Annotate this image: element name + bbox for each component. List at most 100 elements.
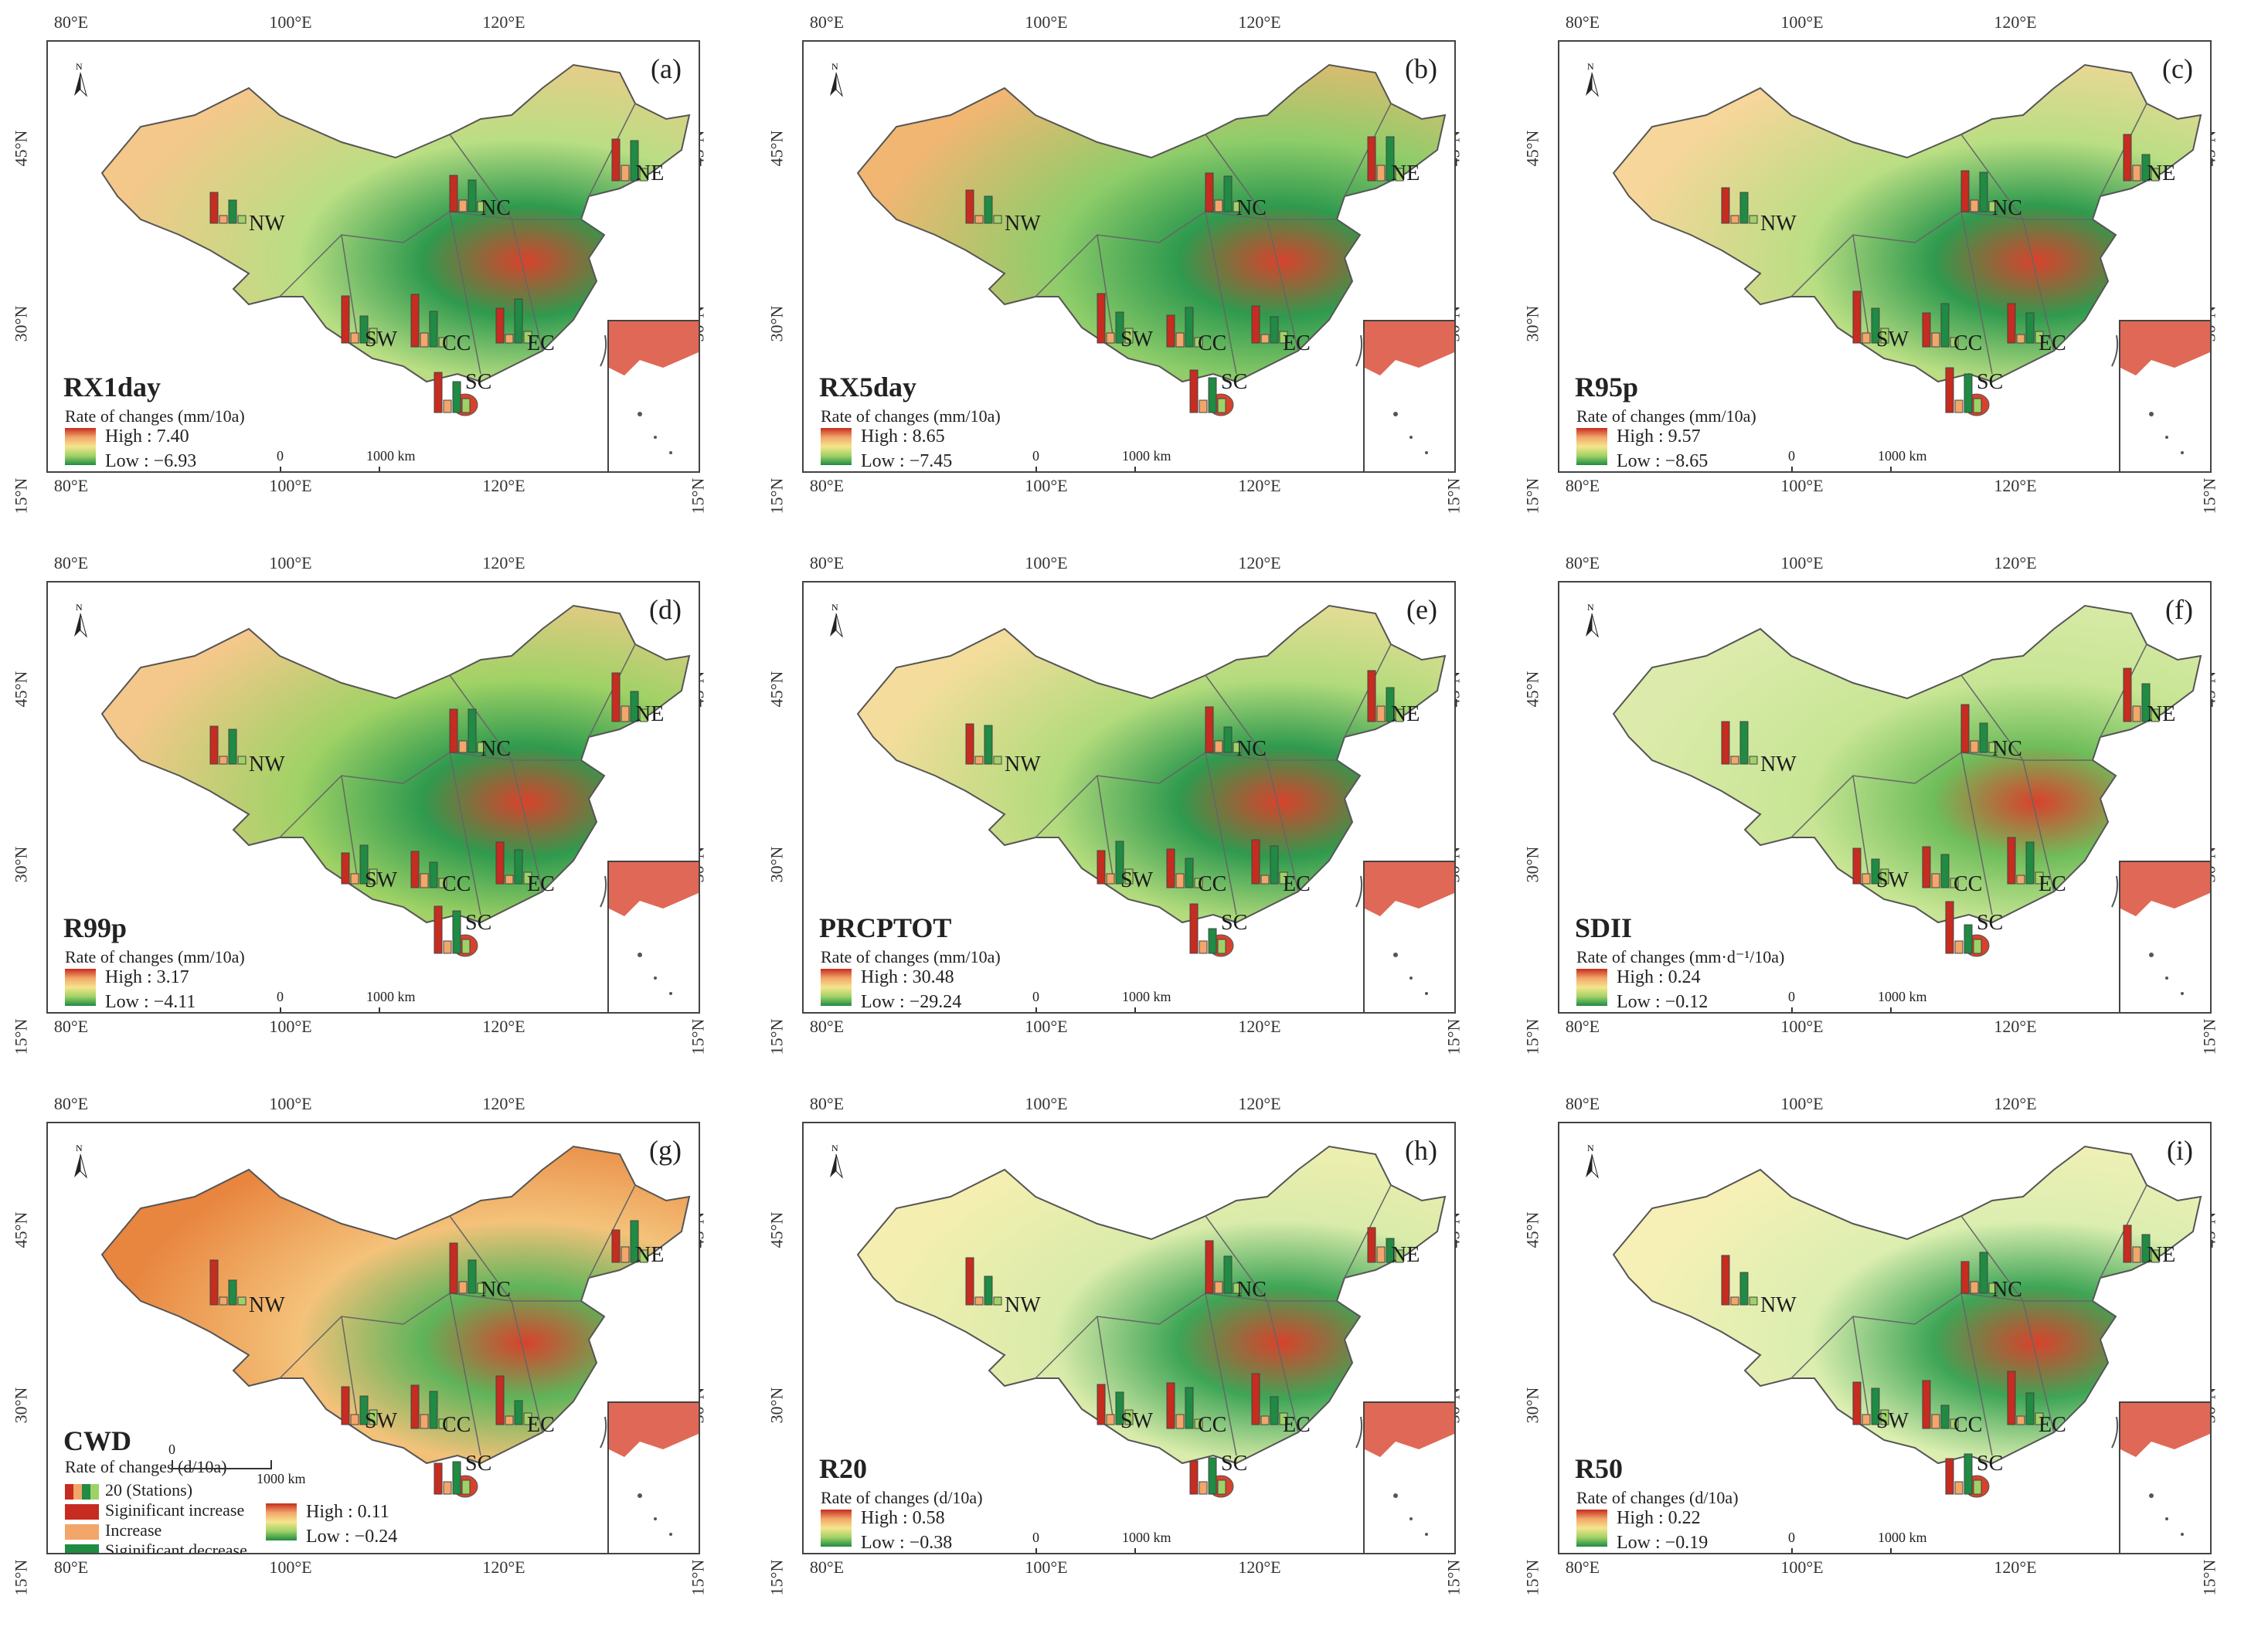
index-name: SDII xyxy=(1575,912,1633,943)
lat-tick-left: 30°N xyxy=(11,1387,31,1424)
region-label-cc: CC xyxy=(442,1413,471,1437)
legend-high: High : 0.24 xyxy=(1617,967,1701,987)
station-bar-chart xyxy=(1721,721,1758,765)
region-label-sw: SW xyxy=(1876,328,1909,352)
lon-tick-top: 120°E xyxy=(482,553,525,572)
station-bar xyxy=(2123,1225,2132,1263)
scale-bar xyxy=(1791,467,1892,471)
station-bar xyxy=(1251,839,1260,885)
station-bar xyxy=(1166,848,1175,888)
station-bar xyxy=(495,1375,505,1425)
station-bar xyxy=(1279,871,1288,885)
station-bar xyxy=(1970,199,1979,212)
station-bar xyxy=(1223,726,1233,753)
station-bar xyxy=(505,334,514,344)
station-bar xyxy=(1880,868,1889,885)
north-arrow-icon: N xyxy=(1576,60,1607,99)
station-bar-chart xyxy=(410,294,447,348)
station-bar xyxy=(429,1391,438,1429)
panel-label: (c) xyxy=(2162,53,2193,84)
station-bar xyxy=(2007,837,2016,885)
station-bar xyxy=(2151,1249,2160,1263)
legend-sig-increase: Siginificant increase xyxy=(65,1500,244,1520)
map-frame: NW NC NE SW CC EC SC N (d) R99p Rate of changes (m… xyxy=(46,581,700,1014)
lon-tick-top: 100°E xyxy=(269,12,312,32)
station-bar xyxy=(621,1246,630,1263)
region-label-cc: CC xyxy=(1198,331,1227,355)
station-bar xyxy=(1376,705,1386,722)
station-bar xyxy=(2035,331,2044,344)
region-label-sw: SW xyxy=(365,1409,397,1433)
region-label-cc: CC xyxy=(442,331,471,355)
lon-tick-bottom: 80°E xyxy=(809,1017,845,1036)
index-name: R95p xyxy=(1575,372,1639,403)
index-name: R99p xyxy=(63,912,128,943)
region-label-nw: NW xyxy=(1005,212,1041,236)
region-boundary xyxy=(1035,211,1337,297)
station-bar-chart xyxy=(1205,706,1242,753)
region-boundary xyxy=(1852,644,2147,915)
station-bar xyxy=(1189,903,1199,954)
china-outline xyxy=(1612,604,2202,924)
map-frame: NW NC NE SW CC EC SC N (e) PRCPTOT Rate of changes… xyxy=(802,581,1456,1014)
station-bar xyxy=(1233,1282,1242,1294)
station-bar xyxy=(1106,1414,1115,1425)
scale-zero: 0 xyxy=(1788,448,1795,464)
lat-tick-left: 30°N xyxy=(767,305,787,342)
region-label-ne: NE xyxy=(635,161,665,185)
station-bar xyxy=(443,399,452,413)
color-ramp xyxy=(1576,1510,1607,1547)
station-bar-chart xyxy=(1166,307,1203,348)
lon-tick-top: 80°E xyxy=(1565,1094,1600,1113)
color-ramp xyxy=(821,428,852,465)
station-bar xyxy=(1124,328,1134,344)
region-label-nw: NW xyxy=(1760,212,1797,236)
station-bar xyxy=(468,179,477,212)
station-bar xyxy=(1223,175,1233,212)
lat-tick-right: 15°N xyxy=(688,477,708,515)
legend-low: Low : −0.12 xyxy=(1617,992,1709,1012)
lon-tick-bottom: 100°E xyxy=(269,1557,312,1577)
station-bar xyxy=(452,381,461,413)
station-bar xyxy=(1730,1296,1739,1306)
china-outline xyxy=(856,604,1447,924)
station-bar-chart xyxy=(449,708,486,753)
scale-km: 1000 km xyxy=(366,989,416,1004)
panel-label: (b) xyxy=(1405,53,1437,84)
rate-label: Rate of changes (d/10a) xyxy=(821,1488,983,1507)
station-bar xyxy=(1376,165,1386,182)
station-bar xyxy=(1115,841,1124,885)
station-bar-chart xyxy=(1205,1240,1242,1294)
region-label-nw: NW xyxy=(249,212,285,236)
south-china-sea-inset xyxy=(2119,320,2210,471)
lon-tick-bottom: 80°E xyxy=(809,1557,845,1577)
station-bar xyxy=(1954,1481,1964,1495)
region-boundary xyxy=(341,1184,636,1456)
station-bar xyxy=(1960,170,1970,212)
station-bar xyxy=(1260,334,1270,344)
legend-high: High : 8.65 xyxy=(861,426,945,447)
region-label-ne: NE xyxy=(2147,1243,2176,1267)
station-bar xyxy=(2025,312,2035,344)
lon-tick-top: 80°E xyxy=(1565,553,1600,572)
station-bar-chart xyxy=(611,138,648,182)
region-label-nc: NC xyxy=(481,1278,511,1302)
station-bar xyxy=(1940,303,1950,348)
station-bar-chart xyxy=(1251,1373,1288,1425)
station-bar-chart xyxy=(1852,847,1889,885)
region-label-nc: NC xyxy=(1236,196,1267,220)
station-bar xyxy=(1097,1384,1106,1425)
taiwan-outline xyxy=(1355,875,1363,908)
region-boundary xyxy=(279,752,581,838)
region-label-ne: NE xyxy=(1391,161,1420,185)
taiwan-outline xyxy=(600,1416,607,1449)
station-bar-chart xyxy=(1367,1227,1404,1263)
lat-tick-left: 45°N xyxy=(767,671,787,708)
station-bar xyxy=(1862,1414,1871,1425)
region-label-ec: EC xyxy=(1283,331,1311,355)
lon-tick-top: 120°E xyxy=(1994,1094,2037,1113)
station-bar xyxy=(461,939,471,954)
lon-tick-top: 100°E xyxy=(1780,12,1824,32)
station-bar xyxy=(2016,334,2025,344)
legend-swatch xyxy=(65,1483,99,1500)
